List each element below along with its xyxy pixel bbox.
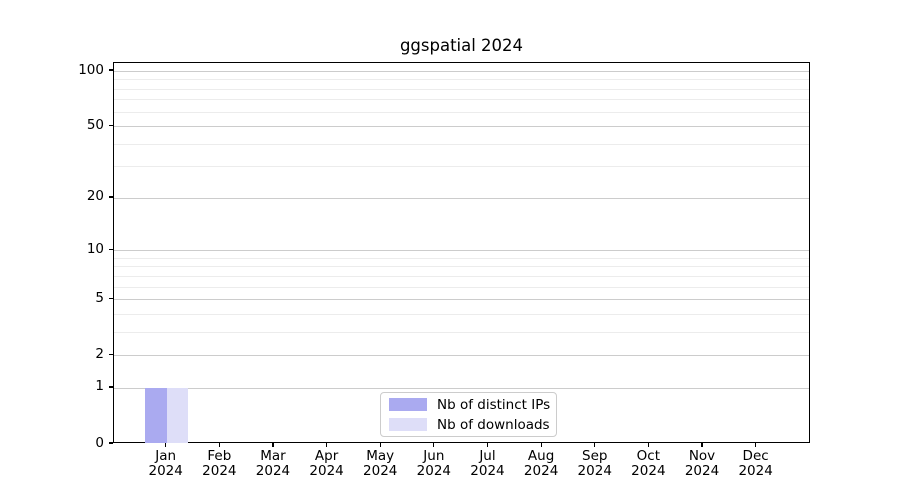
y-tick-label: 100 — [78, 61, 104, 78]
y-tick-mark — [109, 196, 113, 198]
minor-gridline — [114, 111, 809, 113]
x-tick-label: Jul 2024 — [470, 448, 505, 479]
major-gridline — [114, 387, 809, 389]
minor-gridline — [114, 313, 809, 315]
legend-swatch-distinct-ips — [389, 398, 427, 411]
y-tick-label: 2 — [95, 345, 104, 362]
x-tick-mark — [486, 443, 489, 447]
x-tick-label: Aug 2024 — [523, 448, 559, 479]
x-tick-label: Mar 2024 — [255, 448, 291, 479]
x-tick-label: Sep 2024 — [577, 448, 612, 479]
legend-label: Nb of downloads — [437, 416, 550, 433]
chart-title: ggspatial 2024 — [399, 36, 524, 55]
legend-swatch-downloads — [389, 418, 427, 431]
y-tick-label: 5 — [95, 289, 104, 306]
major-gridline — [114, 250, 809, 252]
minor-gridline — [114, 79, 809, 81]
minor-gridline — [114, 275, 809, 277]
x-tick-label: Jan 2024 — [148, 448, 183, 479]
x-tick-mark — [755, 443, 757, 447]
x-tick-label: Nov 2024 — [684, 448, 720, 479]
minor-gridline — [114, 166, 809, 168]
bar-downloads — [166, 387, 189, 443]
x-tick-label: Oct 2024 — [631, 448, 666, 479]
y-tick-mark — [109, 386, 113, 388]
y-tick-mark — [109, 442, 113, 444]
minor-gridline — [114, 257, 809, 259]
bar-distinct-ips — [145, 387, 167, 443]
major-gridline — [114, 355, 809, 357]
y-tick-mark — [109, 69, 113, 71]
legend: Nb of distinct IPs Nb of downloads — [380, 392, 557, 437]
legend-item-distinct-ips: Nb of distinct IPs — [389, 396, 551, 413]
x-tick-mark — [594, 443, 596, 447]
x-tick-label: May 2024 — [363, 448, 398, 479]
x-tick-mark — [647, 443, 649, 447]
minor-gridline — [114, 286, 809, 288]
x-tick-mark — [218, 443, 220, 447]
x-tick-mark — [272, 443, 274, 447]
minor-gridline — [114, 331, 809, 333]
plot-area — [113, 62, 810, 443]
x-tick-label: Dec 2024 — [738, 448, 773, 479]
x-tick-mark — [379, 443, 381, 447]
x-tick-label: Jun 2024 — [416, 448, 452, 479]
legend-label: Nb of distinct IPs — [437, 396, 551, 413]
y-tick-label: 0 — [95, 434, 104, 451]
major-gridline — [114, 299, 809, 301]
major-gridline — [114, 197, 809, 199]
legend-item-downloads: Nb of downloads — [389, 416, 550, 433]
y-tick-label: 20 — [86, 188, 104, 205]
minor-gridline — [114, 88, 809, 90]
x-tick-mark — [165, 443, 167, 447]
y-tick-label: 10 — [86, 240, 104, 257]
major-gridline — [114, 126, 809, 128]
major-gridline — [114, 71, 809, 72]
x-tick-mark — [325, 443, 328, 447]
x-tick-label: Apr 2024 — [309, 448, 344, 479]
y-tick-mark — [109, 297, 113, 299]
y-tick-label: 50 — [86, 116, 104, 133]
y-tick-mark — [109, 353, 113, 355]
minor-gridline — [114, 266, 809, 268]
x-tick-mark — [701, 443, 703, 447]
x-tick-label: Feb 2024 — [202, 448, 237, 479]
y-tick-mark — [109, 248, 113, 250]
x-tick-mark — [433, 443, 435, 447]
y-tick-label: 1 — [95, 378, 104, 395]
minor-gridline — [114, 143, 809, 145]
y-tick-mark — [109, 124, 113, 126]
x-tick-mark — [540, 443, 542, 447]
minor-gridline — [114, 99, 809, 101]
